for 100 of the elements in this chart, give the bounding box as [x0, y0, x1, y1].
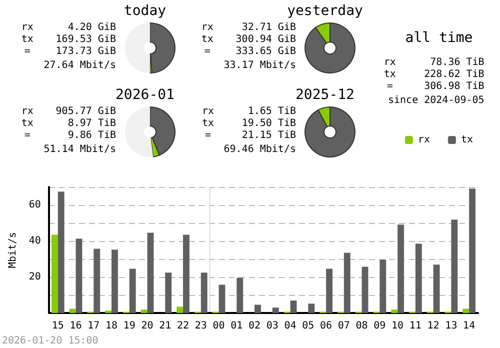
- text: 51.14 Mbit/s: [42, 143, 116, 156]
- y-axis-title: Mbit/s: [8, 232, 18, 268]
- text: tx: [200, 34, 214, 46]
- bar: [344, 252, 350, 313]
- x-tick-label: 23: [194, 320, 207, 332]
- bar: [51, 234, 58, 313]
- text: =: [204, 130, 212, 142]
- text: =: [23, 130, 32, 142]
- bar: [76, 238, 82, 313]
- text: 78.36 TiB: [429, 57, 484, 69]
- x-tick-label: 01: [230, 320, 243, 332]
- bar: [469, 188, 476, 313]
- bar: [326, 268, 332, 313]
- bar: [391, 310, 398, 313]
- bar: [433, 264, 440, 313]
- text: 2026-01-20 15:00: [2, 336, 98, 346]
- x-tick-label: 07: [338, 320, 350, 332]
- chart-title: 2026-01: [114, 87, 176, 103]
- text: 19.50 TiB: [240, 118, 296, 130]
- bar: [147, 232, 154, 313]
- bar: [58, 192, 64, 313]
- text: rx: [200, 106, 216, 118]
- text: rx: [382, 57, 397, 69]
- text: all time: [404, 30, 474, 46]
- bar: [176, 306, 184, 313]
- text: 905.77 GiB: [54, 106, 116, 118]
- text: rx: [200, 22, 214, 34]
- text: 4.20 GiB: [66, 22, 116, 34]
- x-tick-label: 10: [392, 320, 404, 332]
- x-tick-label: 00: [212, 320, 225, 332]
- bar: [290, 300, 297, 313]
- x-tick-label: 21: [159, 320, 172, 332]
- text: tx: [382, 69, 397, 81]
- x-tick-label: 11: [409, 320, 422, 332]
- y-tick-label: 60: [28, 200, 41, 210]
- chart-title: yesterday: [286, 3, 364, 19]
- x-tick-label: 20: [141, 320, 154, 332]
- text: 27.64 Mbit/s: [42, 59, 116, 72]
- bar: [236, 278, 244, 313]
- x-tick-label: 08: [356, 320, 368, 332]
- bar: [183, 234, 190, 313]
- text: =: [386, 81, 394, 93]
- text: 33.17 Mbit/s: [222, 59, 296, 72]
- bar: [94, 248, 100, 313]
- text: rx: [20, 22, 34, 34]
- text: 9.86 TiB: [66, 130, 116, 142]
- text: 1.65 TiB: [246, 106, 296, 118]
- x-tick-label: 22: [177, 320, 190, 332]
- text: 173.73 GiB: [54, 46, 116, 58]
- x-tick-label: 15: [52, 320, 64, 332]
- x-tick-label: 05: [302, 320, 314, 332]
- text: 333.65 GiB: [234, 46, 296, 58]
- text: tx: [20, 34, 34, 46]
- chart-title: today: [122, 3, 168, 19]
- text: tx: [20, 118, 34, 130]
- text: rx: [20, 106, 34, 118]
- text: 306.98 TiB: [423, 81, 484, 93]
- x-tick-label: 16: [70, 320, 82, 332]
- x-tick-label: 02: [248, 320, 261, 332]
- x-tick-label: 06: [320, 320, 332, 332]
- x-tick-label: 17: [88, 320, 100, 332]
- y-tick-label: 40: [28, 236, 41, 246]
- bar: [69, 308, 76, 313]
- text: 69.46 Mbit/s: [222, 143, 296, 156]
- text: 8.97 TiB: [66, 118, 116, 130]
- bar: [308, 304, 315, 313]
- text: =: [203, 46, 212, 58]
- y-tick-label: 20: [28, 272, 41, 282]
- text: 32.71 GiB: [240, 22, 296, 34]
- text: 300.94 GiB: [234, 34, 296, 46]
- bar: [462, 308, 470, 313]
- x-tick-label: 13: [445, 320, 458, 332]
- legend-label: tx: [460, 134, 474, 146]
- text: 169.53 GiB: [54, 34, 116, 46]
- legend-label: rx: [418, 134, 430, 146]
- bar: [362, 266, 368, 313]
- bar: [415, 244, 422, 313]
- x-tick-label: 19: [123, 320, 136, 332]
- text: =: [23, 46, 32, 58]
- x-tick-label: 03: [266, 320, 278, 332]
- chart-title: 2025-12: [294, 87, 356, 103]
- bar: [129, 268, 136, 313]
- bar: [254, 304, 261, 313]
- bar: [380, 260, 386, 313]
- text: tx: [200, 118, 216, 130]
- bar: [200, 272, 208, 313]
- x-tick-label: 09: [374, 320, 386, 332]
- x-tick-label: 14: [463, 320, 476, 332]
- bar: [140, 310, 148, 313]
- bar: [165, 272, 172, 313]
- text: since 2024-09-05: [387, 94, 484, 107]
- text: 21.15 TiB: [240, 130, 296, 142]
- bar: [218, 284, 226, 313]
- x-tick-label: 12: [427, 320, 440, 332]
- bar: [272, 308, 279, 313]
- x-tick-label: 04: [284, 320, 296, 332]
- text: 228.62 TiB: [423, 69, 484, 81]
- bar: [112, 250, 118, 313]
- bar: [398, 224, 404, 313]
- x-tick-label: 18: [105, 320, 118, 332]
